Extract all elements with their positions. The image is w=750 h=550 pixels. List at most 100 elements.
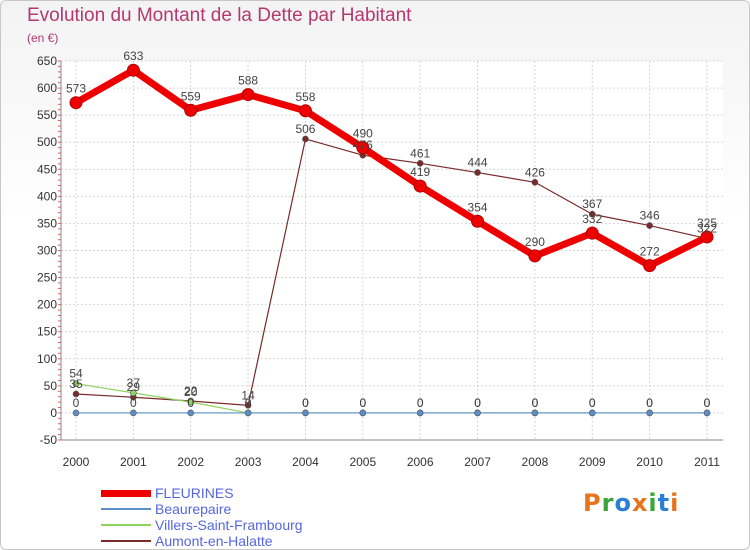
x-tick-label: 2004 xyxy=(292,455,319,469)
x-tick-label: 2010 xyxy=(636,455,663,469)
legend-item: FLEURINES xyxy=(101,485,303,501)
data-point xyxy=(130,389,137,397)
data-label: 0 xyxy=(474,396,481,410)
y-tick-label: 250 xyxy=(37,271,57,285)
data-point xyxy=(302,135,309,143)
data-label: 354 xyxy=(468,200,488,214)
data-point xyxy=(130,409,137,417)
data-label: 14 xyxy=(241,388,255,402)
data-label: 0 xyxy=(130,396,137,410)
legend-swatch xyxy=(101,540,151,542)
legend-label: Villers-Saint-Frambourg xyxy=(155,517,303,533)
data-point xyxy=(413,179,427,193)
x-tick-label: 2007 xyxy=(464,455,491,469)
data-point xyxy=(531,178,539,186)
data-point xyxy=(359,409,367,417)
legend-label: Beaurepaire xyxy=(155,501,232,517)
data-label: 37 xyxy=(127,376,141,390)
data-label: 558 xyxy=(295,90,315,104)
data-label: 559 xyxy=(181,89,201,103)
y-tick-label: 50 xyxy=(44,379,58,393)
legend-swatch xyxy=(101,508,151,510)
data-label: 444 xyxy=(468,156,488,170)
data-label: 29 xyxy=(127,380,141,394)
data-label: 0 xyxy=(417,396,424,410)
data-point xyxy=(184,103,198,117)
data-point xyxy=(588,409,596,417)
data-label: 0 xyxy=(359,396,366,410)
x-tick-label: 2006 xyxy=(407,455,434,469)
data-point xyxy=(474,169,481,176)
data-label: 573 xyxy=(66,82,86,96)
data-label: 0 xyxy=(359,396,366,410)
grid-layer xyxy=(61,60,723,441)
data-point xyxy=(241,88,255,102)
data-point xyxy=(302,409,309,417)
y-tick-label: 100 xyxy=(37,352,57,366)
data-label: 0 xyxy=(532,396,539,410)
data-label: 0 xyxy=(187,396,194,410)
data-label: 22 xyxy=(184,384,198,398)
data-point xyxy=(356,141,370,155)
data-label: 325 xyxy=(697,216,717,230)
data-point xyxy=(72,380,80,387)
unit-label: (en €) xyxy=(27,31,59,45)
data-label: 290 xyxy=(525,235,545,249)
data-label: 588 xyxy=(238,74,258,88)
legend-label: Aumont-en-Halatte xyxy=(155,533,273,549)
data-label: 272 xyxy=(640,245,660,259)
data-label: 0 xyxy=(704,396,711,410)
data-point xyxy=(646,222,653,229)
data-label: 426 xyxy=(525,165,545,179)
data-point xyxy=(416,409,424,417)
y-tick-label: 400 xyxy=(37,189,57,203)
data-label: 476 xyxy=(353,138,373,152)
legend-item: Beaurepaire xyxy=(101,501,303,517)
axis-layer: -500501001502002503003504004505005506006… xyxy=(37,54,723,469)
y-tick-label: 150 xyxy=(37,325,57,339)
data-point xyxy=(187,409,195,417)
data-label: 0 xyxy=(646,396,653,410)
data-label: 490 xyxy=(353,127,373,141)
data-label: 0 xyxy=(73,396,80,410)
data-point xyxy=(646,409,653,417)
x-tick-label: 2002 xyxy=(177,455,204,469)
data-label: 0 xyxy=(245,396,252,410)
data-point xyxy=(528,249,542,263)
y-tick-label: 350 xyxy=(37,216,57,230)
legend-swatch xyxy=(101,524,151,526)
proxiti-logo[interactable]: Proxiti xyxy=(583,489,680,517)
data-point xyxy=(471,214,485,228)
y-tick-label: 650 xyxy=(37,54,57,68)
data-point xyxy=(588,210,596,218)
data-label: 367 xyxy=(582,197,602,211)
data-point xyxy=(298,104,312,118)
data-point xyxy=(244,402,252,409)
data-point xyxy=(244,409,252,417)
series-line-fleurines xyxy=(72,66,711,270)
data-label: 0 xyxy=(302,396,309,410)
y-tick-label: 600 xyxy=(37,81,57,95)
data-label: 0 xyxy=(417,396,424,410)
y-tick-label: -50 xyxy=(40,433,58,447)
data-label: 0 xyxy=(532,396,539,410)
data-point xyxy=(703,409,711,417)
data-label: 0 xyxy=(589,396,596,410)
data-label: 322 xyxy=(697,222,717,236)
data-label: 0 xyxy=(704,396,711,410)
data-point xyxy=(474,409,481,417)
series-layer xyxy=(69,63,714,417)
legend-swatch xyxy=(101,489,151,497)
data-label: 0 xyxy=(589,396,596,410)
data-label: 461 xyxy=(410,146,430,160)
legend-item: Villers-Saint-Frambourg xyxy=(101,517,303,533)
x-tick-label: 2003 xyxy=(235,455,262,469)
data-label: 506 xyxy=(295,122,315,136)
data-label: 0 xyxy=(302,396,309,410)
x-tick-label: 2001 xyxy=(120,455,147,469)
data-point xyxy=(69,96,83,110)
data-point xyxy=(72,409,80,417)
